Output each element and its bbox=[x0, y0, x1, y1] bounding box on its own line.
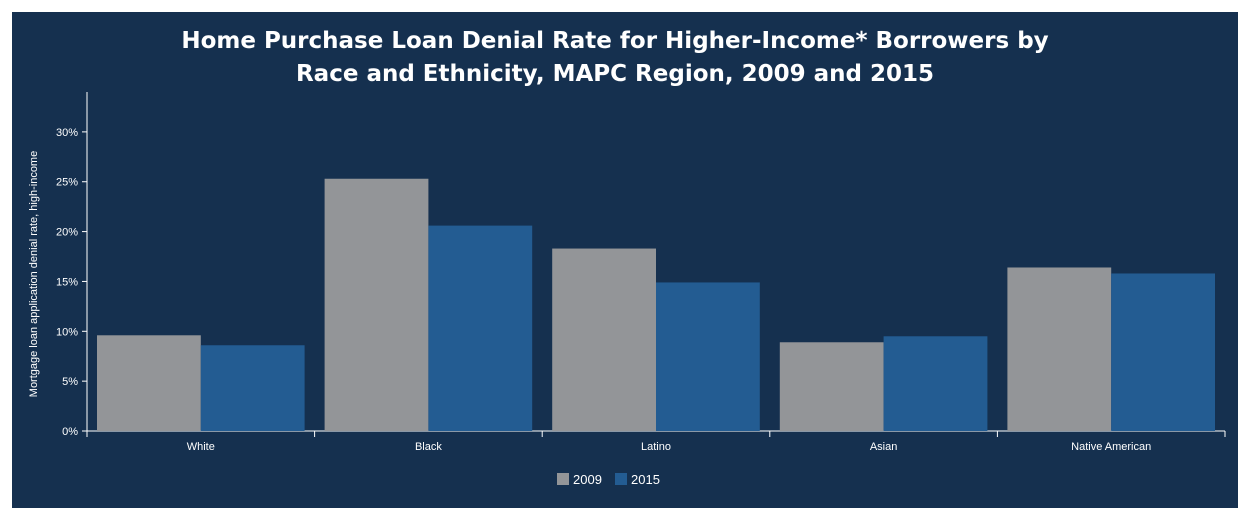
bar-2009-latino[interactable] bbox=[552, 248, 656, 431]
bar-2015-latino[interactable] bbox=[656, 282, 760, 431]
chart-title-line-2: Race and Ethnicity, MAPC Region, 2009 an… bbox=[296, 61, 934, 87]
legend-label-2015[interactable]: 2015 bbox=[631, 472, 660, 487]
bar-2009-asian[interactable] bbox=[779, 342, 884, 431]
x-category-label: Asian bbox=[870, 441, 898, 453]
chart-panel: Home Purchase Loan Denial Rate for Highe… bbox=[12, 12, 1238, 508]
y-tick-label: 25% bbox=[56, 177, 78, 189]
x-axis: White Black Latino Asian Native American bbox=[86, 430, 1226, 453]
chart-title-line-1: Home Purchase Loan Denial Rate for Highe… bbox=[181, 28, 1048, 54]
bar-chart: Home Purchase Loan Denial Rate for Highe… bbox=[28, 28, 1226, 487]
x-category-label: Native American bbox=[1071, 441, 1151, 453]
y-tick-label: 20% bbox=[56, 227, 78, 239]
x-category-label: White bbox=[187, 441, 215, 453]
y-tick-label: 10% bbox=[56, 326, 78, 338]
bar-2009-native-american[interactable] bbox=[1007, 267, 1112, 431]
y-axis: 0% 5% 10% 15% 20% 25% 30% bbox=[56, 92, 88, 438]
bar-2015-black[interactable] bbox=[428, 225, 533, 431]
x-category-label: Black bbox=[415, 441, 442, 453]
bar-2015-native-american[interactable] bbox=[1111, 273, 1215, 431]
legend[interactable]: 2009 2015 bbox=[557, 472, 660, 487]
y-axis-title: Mortgage loan application denial rate, h… bbox=[28, 151, 40, 397]
bar-2009-black[interactable] bbox=[324, 178, 429, 431]
y-tick-label: 5% bbox=[62, 376, 78, 388]
y-tick-label: 15% bbox=[56, 276, 78, 288]
y-tick-label: 30% bbox=[56, 127, 78, 139]
legend-swatch-2015[interactable] bbox=[615, 473, 627, 485]
x-category-label: Latino bbox=[641, 441, 671, 453]
bar-2015-white[interactable] bbox=[200, 345, 305, 431]
bar-2009-white[interactable] bbox=[97, 335, 201, 431]
bar-2015-asian[interactable] bbox=[883, 336, 988, 431]
bars-group bbox=[97, 178, 1215, 431]
legend-label-2009[interactable]: 2009 bbox=[573, 472, 602, 487]
legend-swatch-2009[interactable] bbox=[557, 473, 569, 485]
y-tick-label: 0% bbox=[62, 426, 78, 438]
